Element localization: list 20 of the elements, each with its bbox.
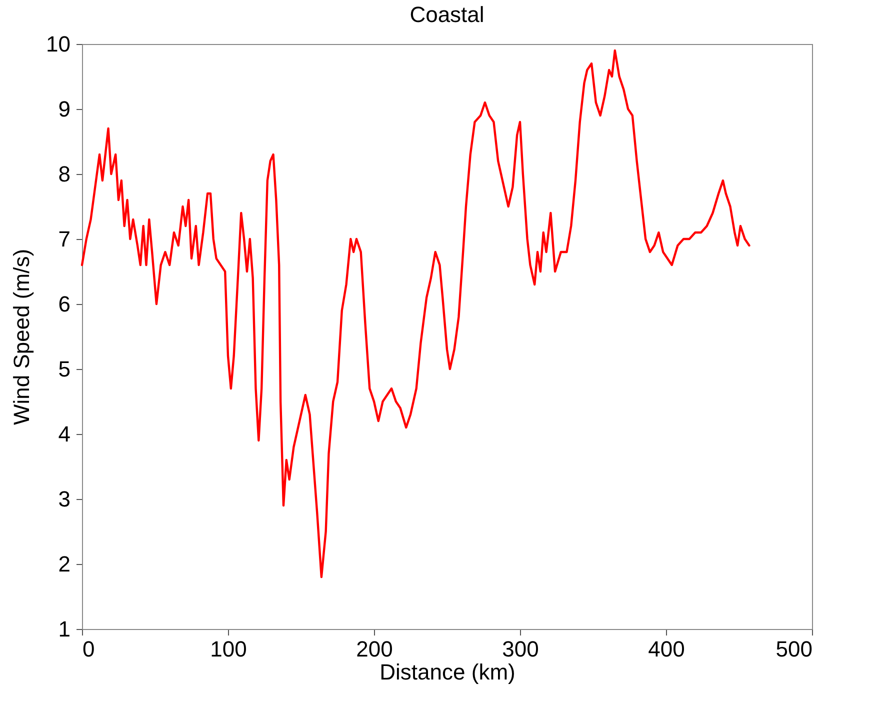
x-tick-label: 200: [356, 636, 393, 662]
x-tick-label: 300: [502, 636, 539, 662]
chart-title: Coastal: [410, 2, 484, 27]
y-tick-label: 4: [58, 422, 70, 446]
y-tick-label: 7: [58, 226, 70, 252]
y-tick-label: 10: [46, 32, 70, 56]
x-tick-label: 500: [776, 636, 812, 662]
y-tick-label: 6: [58, 292, 70, 316]
y-tick-label: 3: [58, 486, 70, 512]
x-tick-label: 100: [210, 636, 247, 662]
y-tick-label: 8: [58, 162, 70, 186]
x-tick-label: 400: [648, 636, 685, 662]
y-tick-label: 9: [58, 96, 70, 122]
x-tick-label: 0: [82, 636, 95, 662]
line-series: [80, 49, 750, 578]
y-tick-label: 2: [58, 552, 70, 576]
y-tick-label: 5: [58, 356, 70, 382]
y-tick-label: 1: [58, 616, 70, 642]
y-axis-title: Wind Speed (m/s): [9, 248, 34, 426]
x-axis-title: Distance (km): [380, 660, 516, 684]
